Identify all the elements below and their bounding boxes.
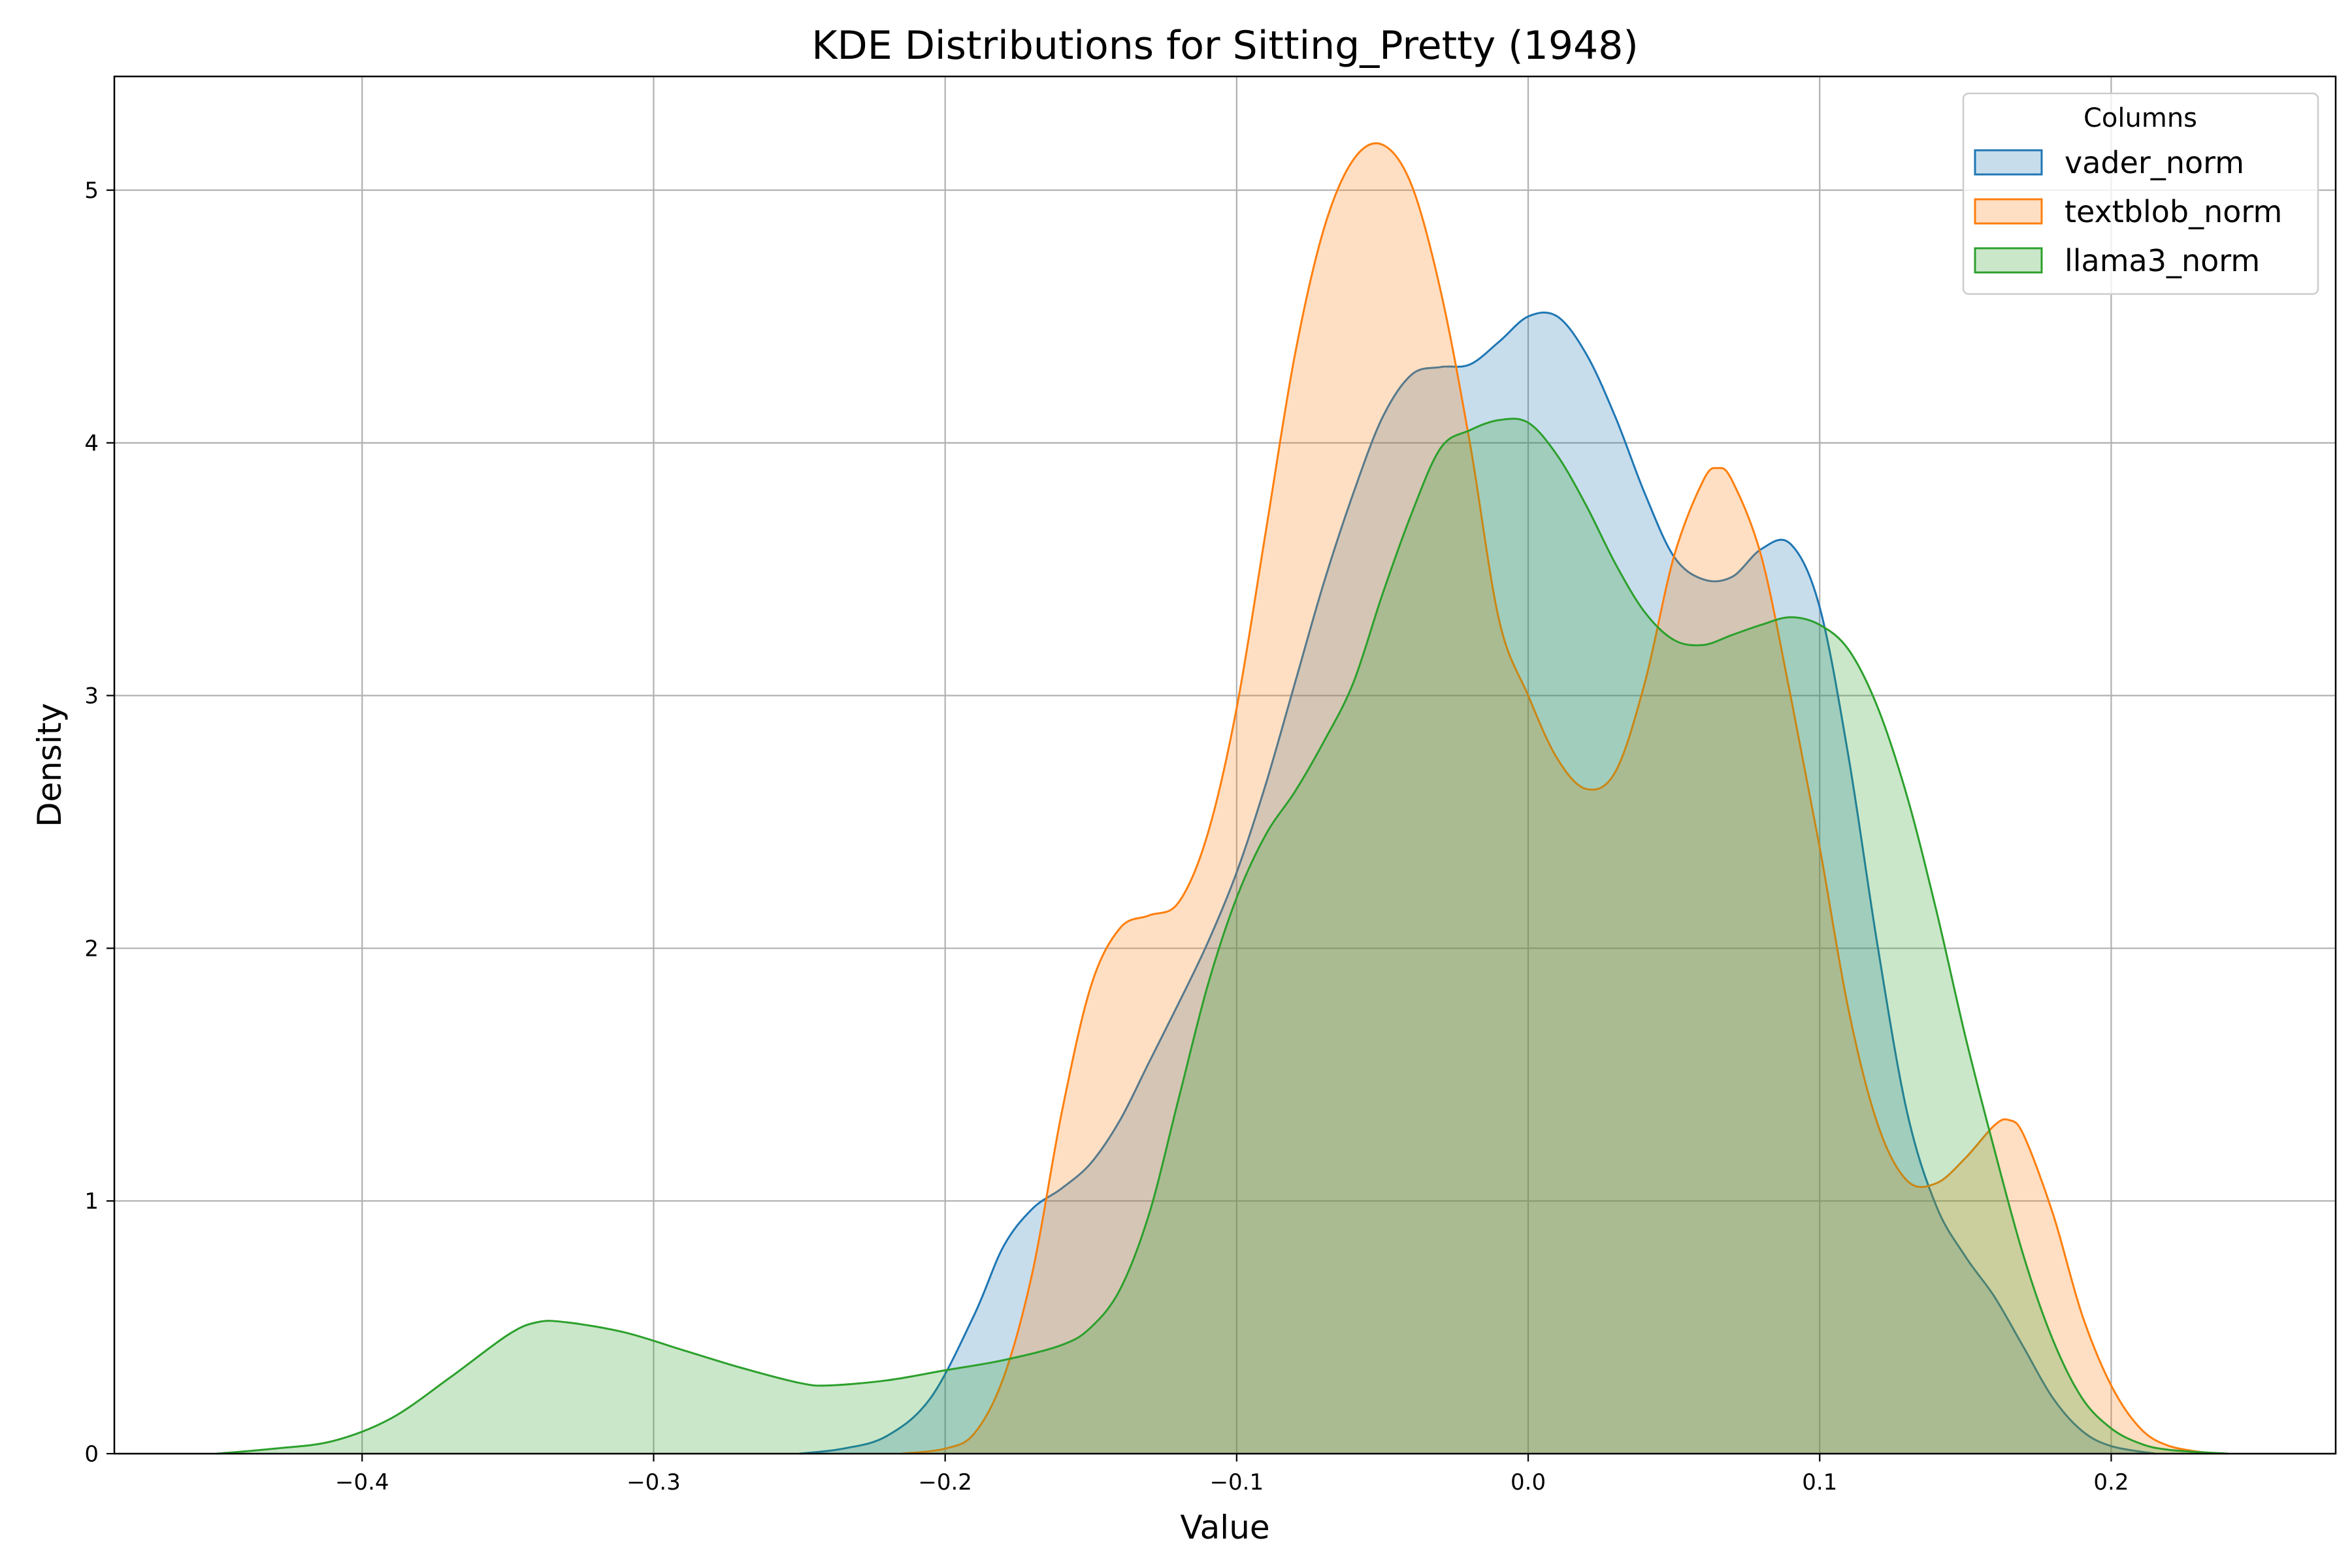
- kde-line-vader-norm: [799, 311, 2155, 1455]
- kde-fill-llama3-norm: [216, 418, 2228, 1454]
- legend-label-vader-norm: vader_norm: [2065, 145, 2244, 180]
- x-tick-label: −0.3: [627, 1469, 681, 1495]
- legend: Columns vader_norm textblob_norm llama3_…: [1962, 92, 2319, 295]
- kde-areas: [216, 142, 2229, 1455]
- y-tick-label: 2: [84, 936, 99, 962]
- chart-title: KDE Distributions for Sitting_Pretty (19…: [811, 23, 1639, 69]
- x-axis-ticks: −0.4 −0.3 −0.2 −0.1 0.0 0.1 0.2: [335, 1454, 2129, 1495]
- kde-line-textblob-norm: [901, 142, 2213, 1455]
- y-axis-title: Density: [31, 703, 69, 827]
- x-axis-title: Value: [1180, 1509, 1269, 1546]
- y-tick-label: 4: [84, 431, 99, 457]
- legend-title: Columns: [2083, 103, 2197, 133]
- kde-fill-textblob-norm: [901, 143, 2213, 1454]
- y-tick-label: 1: [84, 1188, 99, 1215]
- legend-swatch-llama3-norm: [1974, 247, 2043, 274]
- x-tick-label: −0.4: [335, 1469, 389, 1495]
- legend-swatch-textblob-norm: [1974, 198, 2043, 225]
- y-tick-label: 5: [84, 178, 99, 204]
- x-tick-label: 0.1: [1802, 1469, 1837, 1495]
- legend-swatch-vader-norm: [1974, 149, 2043, 176]
- kde-line-llama3-norm: [216, 417, 2229, 1455]
- legend-label-textblob-norm: textblob_norm: [2065, 194, 2282, 229]
- y-tick-label: 3: [84, 683, 99, 710]
- y-axis-ticks: 0 1 2 3 4 5: [84, 178, 114, 1467]
- y-tick-label: 0: [84, 1441, 99, 1467]
- x-tick-label: −0.2: [918, 1469, 972, 1495]
- x-tick-label: 0.0: [1511, 1469, 1546, 1495]
- x-tick-label: −0.1: [1210, 1469, 1264, 1495]
- legend-label-llama3-norm: llama3_norm: [2065, 243, 2260, 278]
- plot-frame: [113, 75, 2337, 1455]
- x-tick-label: 0.2: [2093, 1469, 2129, 1495]
- legend-box: [1962, 92, 2319, 295]
